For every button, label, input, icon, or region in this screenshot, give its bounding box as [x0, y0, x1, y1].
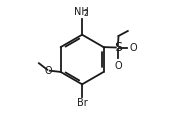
- Text: 2: 2: [83, 9, 88, 18]
- Text: O: O: [44, 66, 52, 76]
- Text: O: O: [114, 61, 122, 71]
- Text: S: S: [114, 41, 122, 54]
- Text: O: O: [129, 43, 137, 53]
- Text: NH: NH: [74, 7, 89, 17]
- Text: Br: Br: [77, 98, 87, 108]
